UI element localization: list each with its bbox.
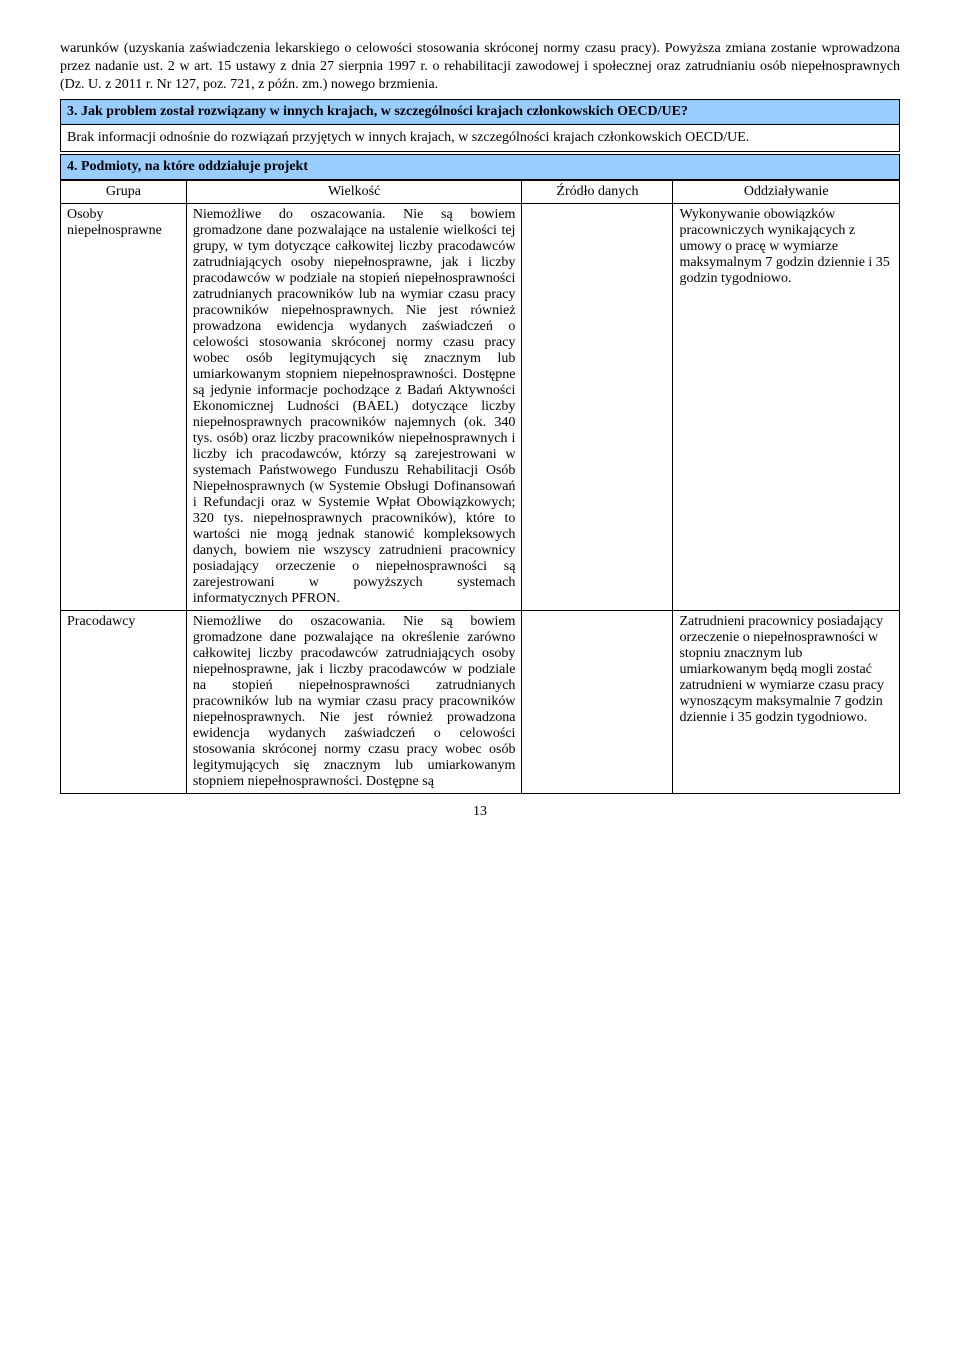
col-header-oddzialywanie: Oddziaływanie [673,180,900,203]
col-header-wielkosc: Wielkość [186,180,522,203]
entities-table: Grupa Wielkość Źródło danych Oddziaływan… [60,180,900,794]
section-4-header: 4. Podmioty, na które oddziałuje projekt [60,154,900,180]
cell-zrodlo [522,203,673,610]
cell-wielkosc: Niemożliwe do oszacowania. Nie są bowiem… [186,610,522,793]
document-page: warunków (uzyskania zaświadczenia lekars… [0,0,960,840]
col-header-zrodlo: Źródło danych [522,180,673,203]
page-number: 13 [60,804,900,820]
cell-grupa: Osoby niepełnosprawne [61,203,187,610]
cell-zrodlo [522,610,673,793]
section-3-header: 3. Jak problem został rozwiązany w innyc… [60,99,900,125]
cell-wielkosc: Niemożliwe do oszacowania. Nie są bowiem… [186,203,522,610]
cell-oddzialywanie: Wykonywanie obowiązków pracowniczych wyn… [673,203,900,610]
cell-oddzialywanie: Zatrudnieni pracownicy posiadający orzec… [673,610,900,793]
intro-paragraph: warunków (uzyskania zaświadczenia lekars… [60,40,900,95]
table-row: Pracodawcy Niemożliwe do oszacowania. Ni… [61,610,900,793]
cell-grupa: Pracodawcy [61,610,187,793]
section-3-body: Brak informacji odnośnie do rozwiązań pr… [60,125,900,152]
table-header-row: Grupa Wielkość Źródło danych Oddziaływan… [61,180,900,203]
table-row: Osoby niepełnosprawne Niemożliwe do osza… [61,203,900,610]
col-header-grupa: Grupa [61,180,187,203]
